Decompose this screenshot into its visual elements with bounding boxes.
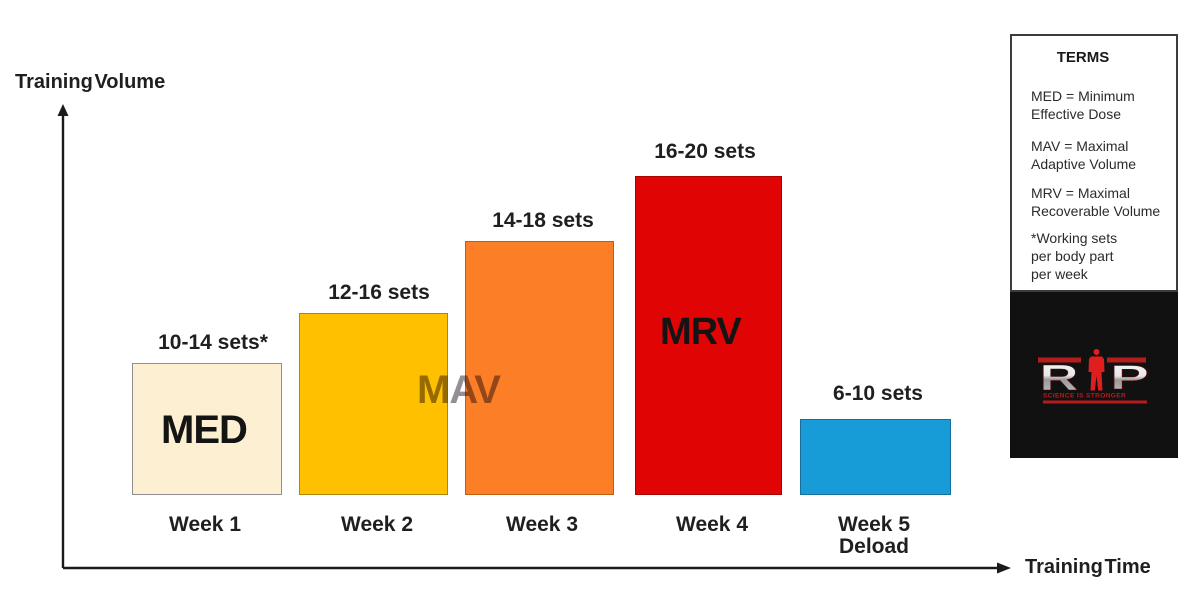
svg-text:P: P xyxy=(1110,359,1149,397)
svg-text:R: R xyxy=(1040,357,1079,398)
svg-text:SCIENCE IS STRONGER: SCIENCE IS STRONGER xyxy=(1043,393,1126,400)
